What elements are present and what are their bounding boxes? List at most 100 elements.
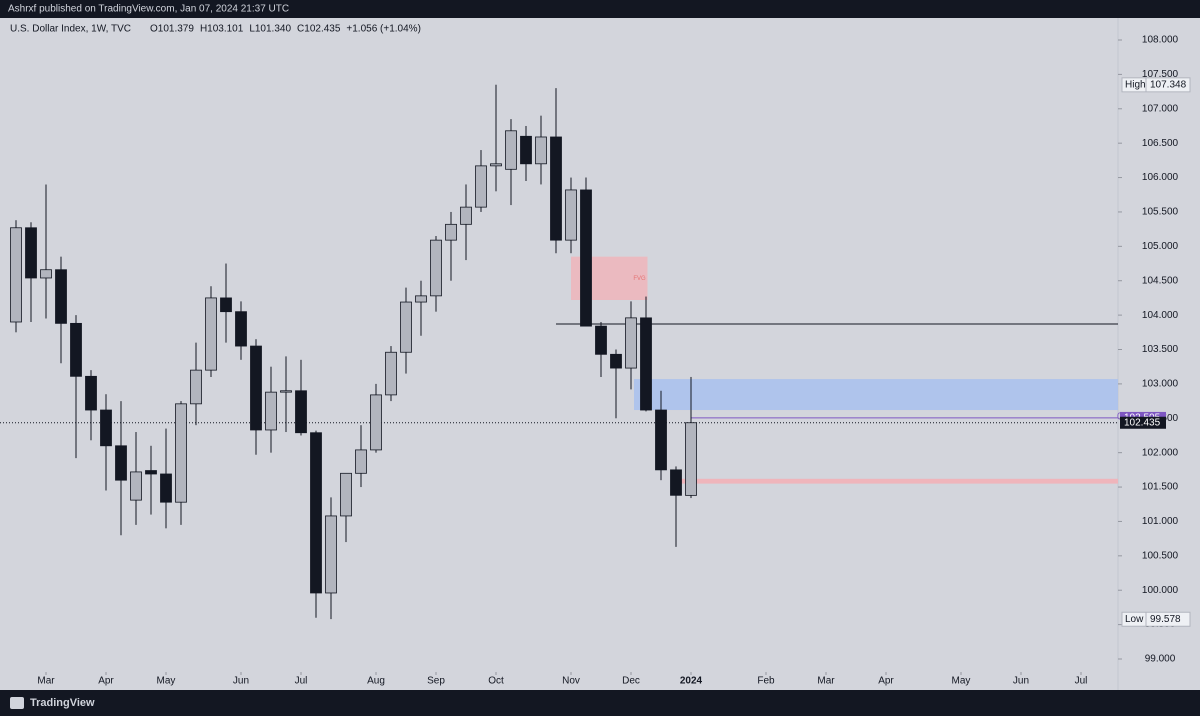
candle-body xyxy=(640,317,652,411)
candle-body xyxy=(610,353,622,369)
ohlc-value: +1.056 (+1.04%) xyxy=(346,24,421,35)
brand: TradingView xyxy=(30,697,95,709)
y-tick-label: 105.000 xyxy=(1142,241,1179,252)
y-tick-label: 107.000 xyxy=(1142,103,1179,114)
candle-body xyxy=(280,390,292,393)
candle-body xyxy=(475,165,487,208)
chart-title: U.S. Dollar Index, 1W, TVC xyxy=(10,24,131,35)
x-tick-label: Jul xyxy=(1075,676,1088,687)
ohlc-value: O101.379 xyxy=(150,24,194,35)
hilo-value: 99.578 xyxy=(1150,614,1181,625)
x-tick-label: Jun xyxy=(1013,676,1029,687)
y-tick-label: 100.000 xyxy=(1142,585,1179,596)
x-tick-label: May xyxy=(157,676,176,687)
candle-body xyxy=(25,227,37,279)
candle-body xyxy=(685,422,697,496)
zone xyxy=(633,379,1118,411)
candle-body xyxy=(370,394,382,451)
candle-body xyxy=(40,269,52,279)
x-tick-label: Aug xyxy=(367,676,385,687)
x-tick-label: Feb xyxy=(757,676,775,687)
y-tick-label: 103.500 xyxy=(1142,344,1179,355)
x-tick-label: Mar xyxy=(817,676,835,687)
y-tick-label: 102.000 xyxy=(1142,447,1179,458)
ohlc-value: C102.435 xyxy=(297,24,341,35)
candle-body xyxy=(265,391,277,431)
x-tick-label: Mar xyxy=(37,676,55,687)
pink-zone xyxy=(675,478,1118,484)
hilo-badge xyxy=(1121,611,1191,627)
y-tick-label: 101.000 xyxy=(1142,516,1179,527)
x-tick-label: Apr xyxy=(98,676,114,687)
y-tick-label: 100.500 xyxy=(1142,550,1179,561)
candle-body xyxy=(490,163,502,167)
candle-body xyxy=(670,469,682,496)
candle-body xyxy=(460,206,472,225)
candle-body xyxy=(595,325,607,355)
y-tick-label: 101.500 xyxy=(1142,482,1179,493)
candle-body xyxy=(535,136,547,165)
x-tick-label: Jun xyxy=(233,676,249,687)
candle-body xyxy=(520,135,532,165)
fvg-label: FVG xyxy=(633,276,646,282)
x-tick-label: 2024 xyxy=(680,676,703,687)
y-tick-label: 99.000 xyxy=(1145,654,1176,665)
candle-body xyxy=(190,369,202,405)
candle-body xyxy=(160,473,172,503)
candle-body xyxy=(445,223,457,241)
candle-body xyxy=(235,311,247,347)
y-tick-label: 105.500 xyxy=(1142,207,1179,218)
candle-body xyxy=(130,471,142,501)
candle-body xyxy=(400,301,412,353)
hilo-label: High xyxy=(1125,79,1146,90)
y-tick-label: 107.500 xyxy=(1142,69,1179,80)
candle-body xyxy=(175,403,187,503)
candle-body xyxy=(625,317,637,369)
candle-body xyxy=(310,432,322,594)
publisher: Ashrxf published on TradingView.com, Jan… xyxy=(8,4,289,15)
candle-body xyxy=(115,445,127,481)
y-tick-label: 103.000 xyxy=(1142,379,1179,390)
candle-body xyxy=(550,136,562,241)
candle-body xyxy=(220,297,232,313)
candle-body xyxy=(655,409,667,471)
price-badge xyxy=(1120,416,1166,429)
candle-body xyxy=(580,189,592,327)
x-tick-label: Sep xyxy=(427,676,445,687)
hilo-label: Low xyxy=(1125,614,1144,625)
candle-body xyxy=(415,295,427,303)
price-badge-label: 102.435 xyxy=(1124,417,1161,428)
x-tick-label: Dec xyxy=(622,676,640,687)
candle-body xyxy=(385,351,397,396)
x-tick-label: Apr xyxy=(878,676,894,687)
candle-body xyxy=(355,449,367,474)
candle-body xyxy=(565,189,577,241)
ohlc-value: L101.340 xyxy=(249,24,291,35)
candle-body xyxy=(100,409,112,447)
candle-body xyxy=(325,515,337,594)
candle-body xyxy=(430,239,442,297)
candle-body xyxy=(205,297,217,371)
candle-body xyxy=(145,470,157,475)
x-tick-label: Nov xyxy=(562,676,580,687)
candle-body xyxy=(55,269,67,324)
candle-body xyxy=(70,322,82,377)
x-tick-label: Jul xyxy=(295,676,308,687)
x-tick-label: Oct xyxy=(488,676,504,687)
candle-body xyxy=(10,227,22,323)
candle-body xyxy=(340,472,352,517)
candle-body xyxy=(295,390,307,434)
hilo-badge xyxy=(1121,77,1191,93)
y-tick-label: 106.000 xyxy=(1142,172,1179,183)
y-tick-label: 108.000 xyxy=(1142,35,1179,46)
candle-body xyxy=(85,375,97,411)
ohlc-value: H103.101 xyxy=(200,24,244,35)
candle-body xyxy=(505,130,517,170)
hilo-value: 107.348 xyxy=(1150,79,1187,90)
y-tick-label: 106.500 xyxy=(1142,138,1179,149)
y-tick-label: 104.500 xyxy=(1142,275,1179,286)
x-tick-label: May xyxy=(952,676,971,687)
y-tick-label: 104.000 xyxy=(1142,310,1179,321)
candle-body xyxy=(250,345,262,431)
